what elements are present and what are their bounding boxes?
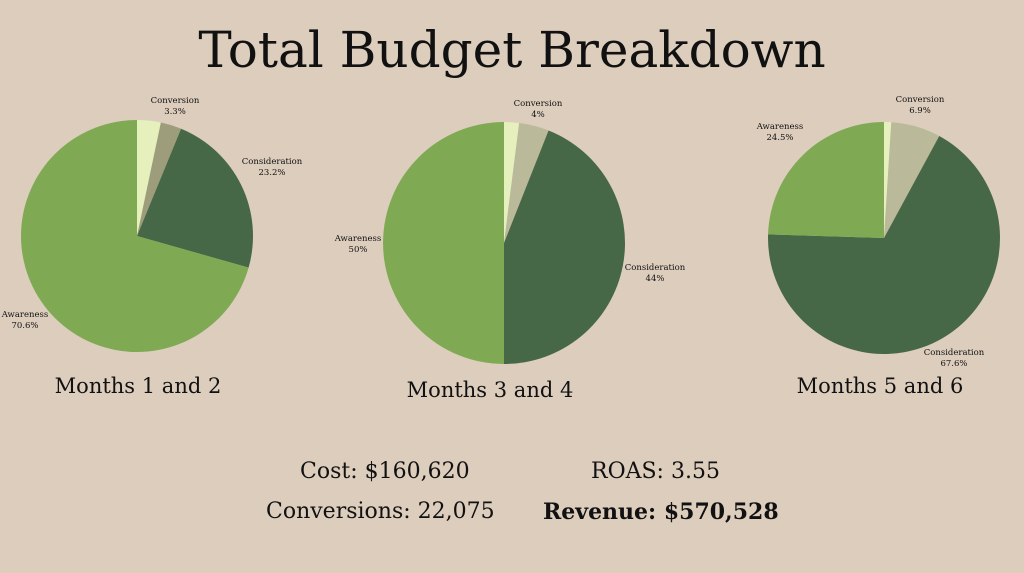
stat-roas: ROAS: 3.55 xyxy=(591,459,720,484)
slice-label-awareness: Awareness xyxy=(334,234,381,244)
stat-revenue: Revenue: $570,528 xyxy=(543,499,779,525)
slice-value-conversion: 4% xyxy=(531,110,545,120)
slice-label-consideration: Consideration xyxy=(625,263,686,273)
pie-slice-awareness xyxy=(20,120,249,352)
pie-slice-conversion xyxy=(884,122,940,238)
pie-caption-months-1-2: Months 1 and 2 xyxy=(54,374,222,398)
pie-slice-consideration xyxy=(768,135,1001,355)
pie-slice-unlabeled xyxy=(884,122,892,238)
slice-value-consideration: 44% xyxy=(646,274,665,284)
pie-slice-awareness xyxy=(383,122,504,364)
slice-label-conversion: Conversion xyxy=(514,99,563,109)
pie-slice-unlabeled xyxy=(504,122,520,243)
slice-value-awareness: 24.5% xyxy=(766,133,793,143)
slice-label-consideration: Consideration xyxy=(242,157,303,167)
pie-slice-conversion xyxy=(137,120,161,236)
slice-label-conversion: Conversion xyxy=(896,95,945,105)
slice-value-consideration: 67.6% xyxy=(940,359,967,369)
slice-value-awareness: 50% xyxy=(349,245,368,255)
pie-slice-awareness xyxy=(768,122,884,238)
slice-value-consideration: 23.2% xyxy=(258,168,285,178)
stat-cost: Cost: $160,620 xyxy=(300,459,470,484)
slice-label-awareness: Awareness xyxy=(756,122,803,132)
pie-slice-consideration xyxy=(504,130,625,364)
slice-label-consideration: Consideration xyxy=(924,348,985,358)
pie-slice-unlabeled xyxy=(137,122,182,236)
slice-value-conversion: 3.3% xyxy=(164,107,186,117)
pie-caption-months-3-4: Months 3 and 4 xyxy=(406,378,574,402)
stat-conversions: Conversions: 22,075 xyxy=(266,499,495,524)
slice-value-awareness: 70.6% xyxy=(11,321,38,331)
pie-slice-conversion xyxy=(504,122,549,243)
slice-label-awareness: Awareness xyxy=(1,310,48,320)
pie-slice-consideration xyxy=(137,128,253,268)
slice-label-conversion: Conversion xyxy=(151,96,200,106)
slice-value-conversion: 6.9% xyxy=(909,106,931,116)
pie-caption-months-5-6: Months 5 and 6 xyxy=(796,374,964,398)
page-title: Total Budget Breakdown xyxy=(198,21,826,79)
